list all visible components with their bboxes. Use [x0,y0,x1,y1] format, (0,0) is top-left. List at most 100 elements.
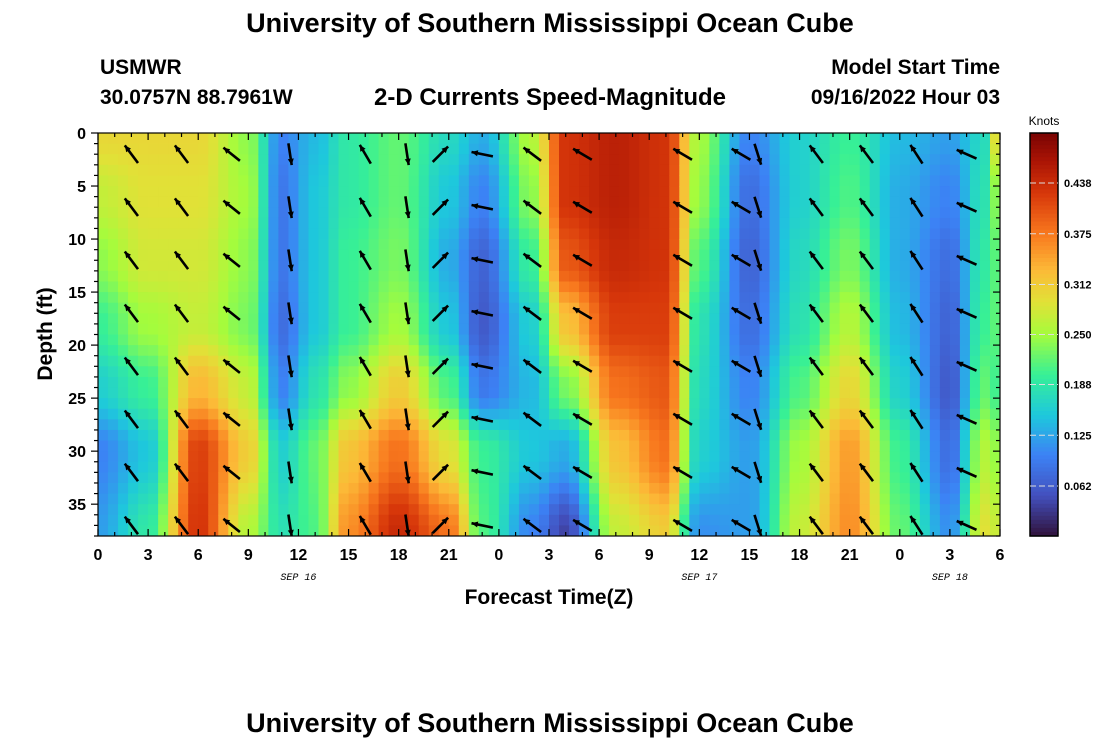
heatmap-cell [989,398,1000,410]
heatmap-cell [318,398,330,410]
heatmap-cell [549,525,560,536]
heatmap-cell [108,408,119,420]
heatmap-cell [358,313,370,325]
heatmap-cell [388,270,400,283]
heatmap-cell [979,239,991,251]
heatmap-cell [949,419,961,431]
heatmap-cell [799,292,811,304]
heatmap-cell [749,164,761,177]
heatmap-cell [468,334,480,346]
heatmap-cell [98,186,109,198]
heatmap-cell [969,514,981,526]
heatmap-cell [398,186,410,198]
heatmap-cell [438,419,450,431]
heatmap-cell [789,514,801,526]
heatmap-cell [238,302,249,314]
heatmap-cell [779,260,791,272]
heatmap-cell [959,366,971,378]
heatmap-cell [939,175,951,187]
heatmap-cell [298,186,310,198]
heatmap-cell [108,514,119,526]
current-vector-arrow [808,515,824,535]
heatmap-cell [528,164,540,177]
heatmap-cell [939,355,951,367]
heatmap-cell [949,355,961,367]
heatmap-cell [238,228,249,240]
heatmap-cell [769,493,781,505]
heatmap-cell [268,154,279,166]
heatmap-cell [498,493,510,505]
heatmap-cell [899,143,911,155]
heatmap-cell [559,302,570,314]
heatmap-cell [619,334,630,346]
heatmap-cell [919,164,931,177]
heatmap-cell [909,334,921,346]
heatmap-cell [408,133,420,145]
heatmap-cell [769,249,781,261]
heatmap-cell [448,292,460,304]
heatmap-cell [258,493,269,505]
heatmap-cell [288,260,300,272]
heatmap-cell [228,440,239,452]
heatmap-cell [248,429,259,442]
heatmap-cell [338,451,350,463]
heatmap-cell [188,228,199,240]
heatmap-cell [218,440,229,452]
current-vector-arrow [173,409,190,429]
heatmap-cell [729,217,741,230]
heatmap-cell [308,260,320,272]
heatmap-cell [659,514,670,526]
heatmap-cell [538,419,550,431]
heatmap-cell [488,408,500,420]
colorbar-tick-label: 0.375 [1064,229,1092,241]
heatmap-cell [478,292,490,304]
heatmap-cell [348,366,360,378]
heatmap-cell [268,249,279,261]
heatmap-cell [929,239,941,251]
heatmap-cell [949,207,961,219]
heatmap-cell [348,249,360,261]
heatmap-cell [298,440,310,452]
heatmap-cell [198,429,209,442]
heatmap-cell [318,514,330,526]
heatmap-cell [298,302,310,314]
heatmap-cell [498,461,510,473]
heatmap-cell [268,387,279,399]
heatmap-cell [919,313,931,325]
heatmap-cell [108,143,119,155]
heatmap-cell [428,239,440,251]
heatmap-cell [408,175,420,187]
heatmap-cell [388,164,400,177]
heatmap-cell [599,408,610,420]
heatmap-cell [639,514,650,526]
heatmap-cell [889,461,901,473]
heatmap-cell [799,493,811,505]
heatmap-cell [779,196,791,208]
heatmap-cell [609,514,620,526]
heatmap-cell [318,323,330,336]
heatmap-cell [218,472,229,484]
heatmap-cell [769,154,781,166]
heatmap-cell [398,398,410,410]
heatmap-cell [639,281,650,293]
heatmap-cell [849,323,861,336]
heatmap-cell [739,482,751,495]
heatmap-cell [639,313,650,325]
heatmap-cell [468,270,480,283]
heatmap-cell [619,408,630,420]
heatmap-cell [408,323,420,336]
heatmap-cell [589,429,600,442]
heatmap-cell [779,408,791,420]
heatmap-cell [418,143,430,155]
x-tick-label: 6 [595,547,604,564]
heatmap-cell [689,313,700,325]
heatmap-cell [879,260,891,272]
heatmap-cell [238,355,249,367]
heatmap-cell [949,154,961,166]
heatmap-cell [388,451,400,463]
heatmap-cell [749,143,761,155]
heatmap-cell [408,525,420,536]
heatmap-cell [448,451,460,463]
heatmap-cell [599,302,610,314]
heatmap-cell [268,525,279,536]
